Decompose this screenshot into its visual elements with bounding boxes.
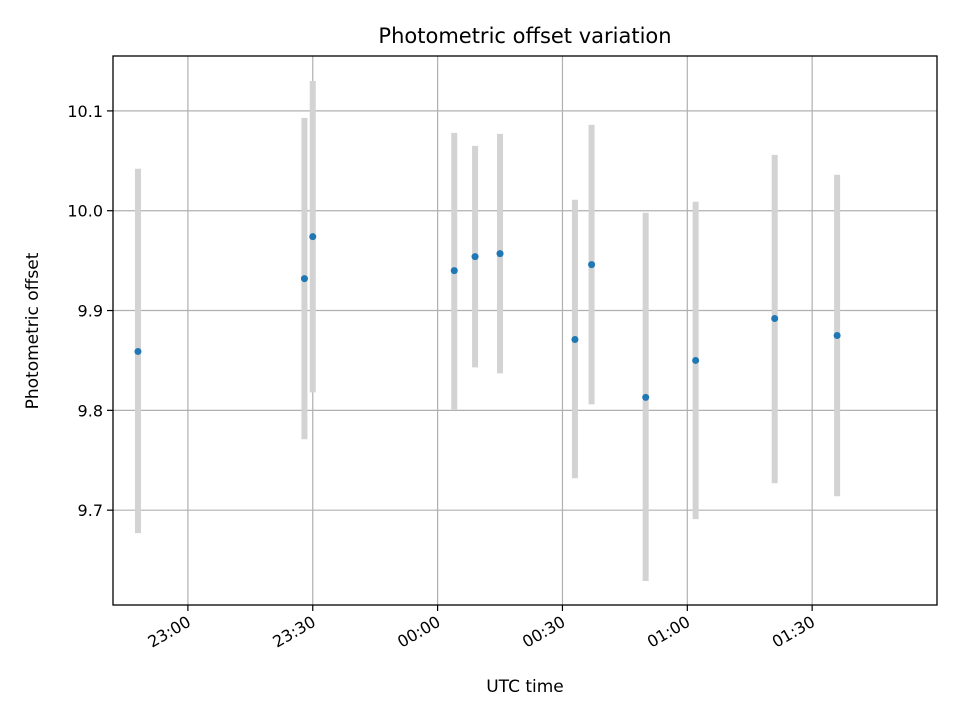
data-point: [588, 261, 596, 269]
data-points: [134, 233, 841, 401]
data-point: [309, 233, 317, 241]
data-point: [300, 275, 308, 283]
data-point: [471, 253, 479, 261]
data-point: [642, 393, 650, 401]
x-axis-label: UTC time: [486, 677, 564, 697]
data-point: [450, 267, 458, 275]
y-tick-label: 9.9: [78, 302, 103, 321]
data-point: [771, 315, 779, 323]
plot-frame: [112, 55, 938, 606]
y-tick-label: 9.7: [78, 501, 103, 520]
y-tick-label: 10.1: [67, 102, 103, 121]
y-axis-label: Photometric offset: [23, 252, 43, 409]
data-point: [833, 331, 841, 339]
y-axis-ticks: 9.7 9.8 9.9 10.0 10.1: [67, 102, 113, 520]
data-point: [692, 356, 700, 364]
y-tick-label: 9.8: [78, 401, 103, 420]
data-point: [134, 347, 142, 355]
data-point: [571, 335, 579, 343]
y-tick-label: 10.0: [67, 202, 103, 221]
data-point: [496, 250, 504, 258]
chart-title: Photometric offset variation: [378, 24, 671, 48]
